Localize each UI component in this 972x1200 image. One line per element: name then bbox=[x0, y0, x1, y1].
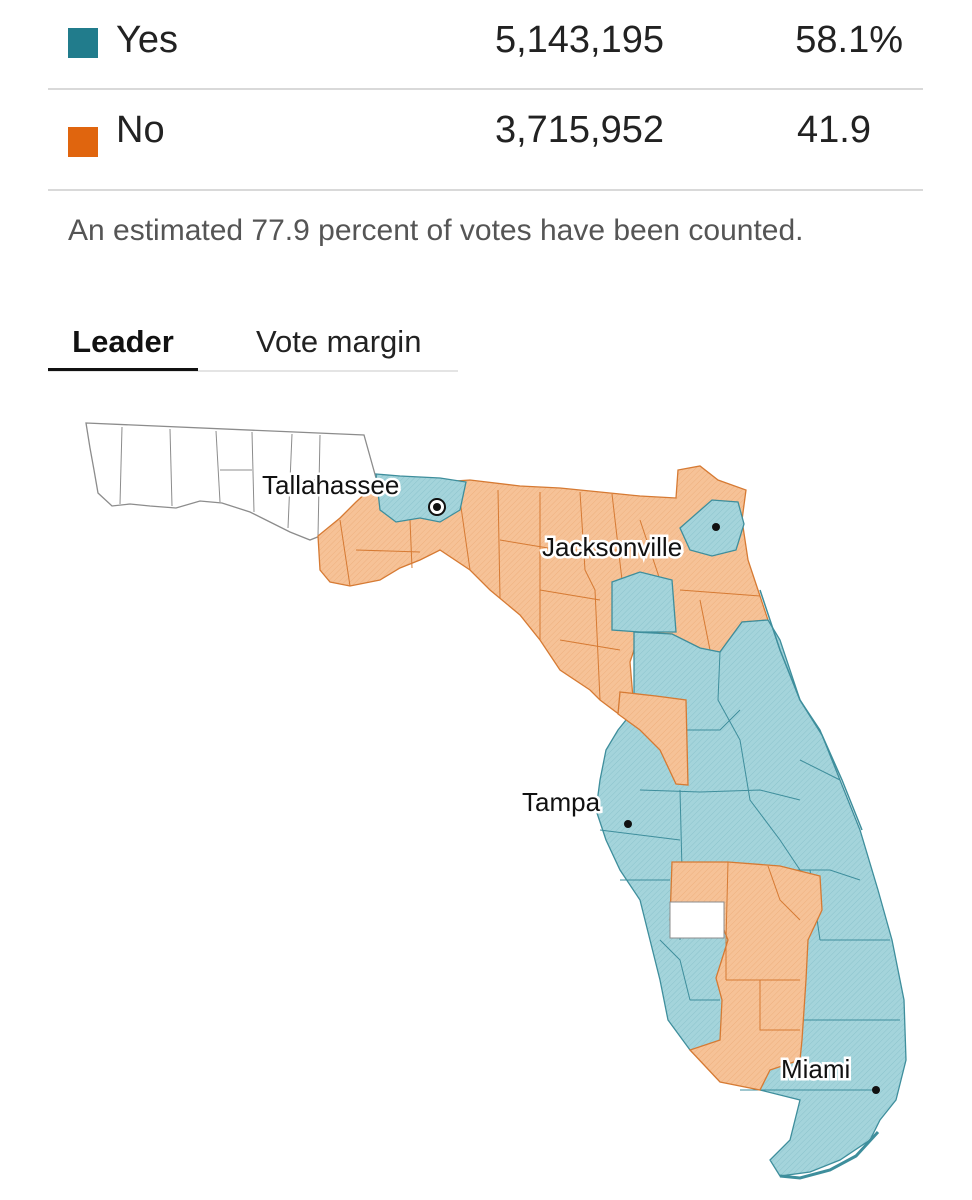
result-percent: 58.1% bbox=[795, 19, 903, 61]
result-label: Yes bbox=[116, 19, 178, 61]
jacksonville-marker[interactable] bbox=[712, 523, 720, 531]
city-label-miami: Miami bbox=[781, 1054, 850, 1084]
county-lines-north bbox=[339, 489, 761, 701]
region-west-central-no bbox=[617, 691, 689, 786]
tab-vote-margin[interactable]: Vote margin bbox=[256, 324, 422, 359]
yes-swatch bbox=[68, 28, 98, 58]
result-votes: 3,715,952 bbox=[494, 109, 664, 151]
florida-county-map: Tallahassee Jacksonville Tampa Miami bbox=[85, 422, 907, 1180]
result-votes: 5,143,195 bbox=[494, 19, 664, 61]
votes-counted-note: An estimated 77.9 percent of votes have … bbox=[68, 214, 804, 247]
region-duval-yes bbox=[679, 499, 745, 557]
county-lines-south bbox=[725, 861, 801, 1031]
results-table: Yes 5,143,195 58.1% No 3,715,952 41.9 bbox=[48, 0, 923, 191]
no-swatch bbox=[68, 127, 98, 157]
tab-leader[interactable]: Leader bbox=[48, 324, 198, 371]
result-row-no: No 3,715,952 41.9 bbox=[48, 90, 923, 191]
result-label: No bbox=[116, 109, 165, 151]
region-uncounted bbox=[669, 901, 725, 939]
east-coast-barrier bbox=[759, 589, 863, 831]
result-row-yes: Yes 5,143,195 58.1% bbox=[48, 0, 923, 90]
city-label-jacksonville: Jacksonville bbox=[542, 532, 682, 562]
tallahassee-marker-center bbox=[433, 503, 441, 511]
tampa-marker[interactable] bbox=[624, 820, 632, 828]
miami-marker[interactable] bbox=[872, 1086, 880, 1094]
result-percent: 41.9 bbox=[797, 109, 871, 151]
county-lines-west bbox=[119, 426, 321, 537]
city-label-tallahassee: Tallahassee bbox=[262, 470, 399, 500]
region-keys bbox=[779, 1130, 880, 1180]
city-label-tampa: Tampa bbox=[522, 787, 601, 817]
map-tabs: Leader Vote margin bbox=[48, 318, 458, 372]
region-alachua-yes bbox=[611, 571, 677, 633]
